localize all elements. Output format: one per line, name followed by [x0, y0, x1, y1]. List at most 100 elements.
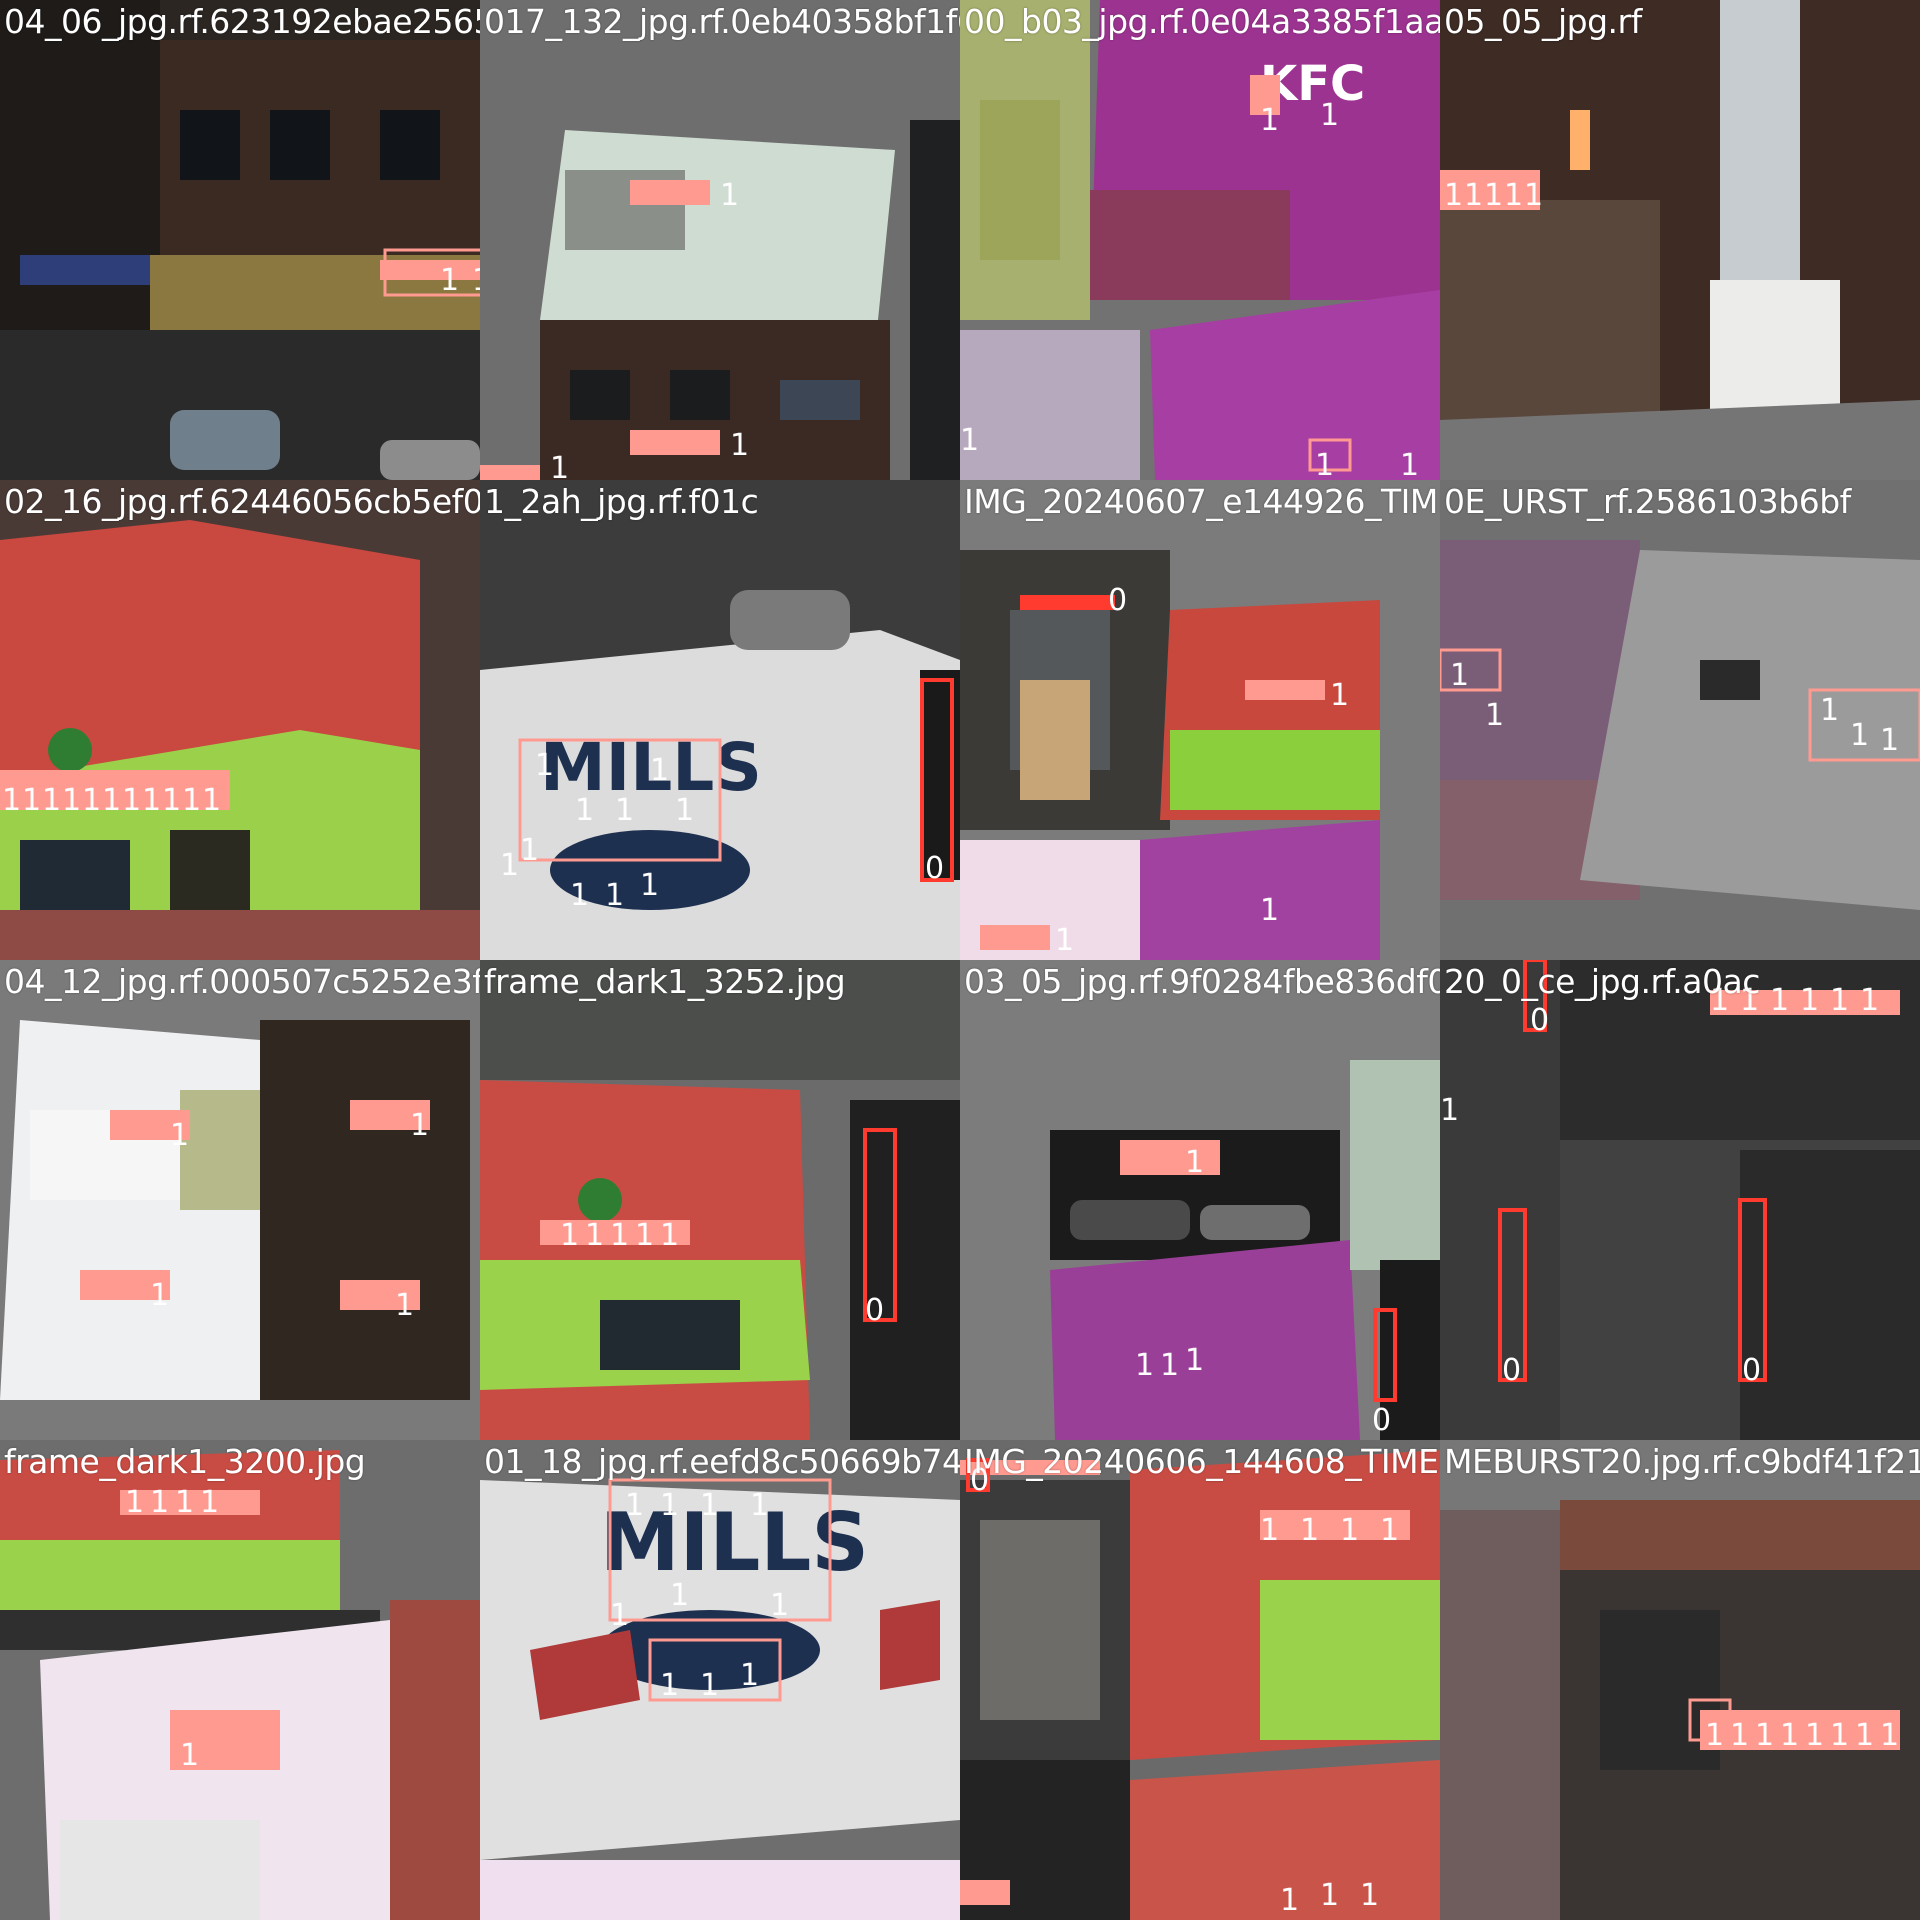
- detection-label: 1: [1260, 893, 1279, 928]
- detection-label: 1: [395, 1288, 414, 1323]
- tile-photo: 0 1 1 1: [960, 480, 1440, 960]
- detection-label: 1: [1880, 723, 1899, 758]
- tile-title: 017_132_jpg.rf.0eb40358bf1f6b2eca0c869d5: [484, 2, 960, 41]
- detection-label: 1: [1850, 718, 1869, 753]
- detection-label: 1: [1880, 1718, 1899, 1753]
- tile-photo: 1 1: [0, 0, 480, 480]
- detection-label: 1: [1400, 448, 1419, 480]
- detection-label: 1: [1710, 983, 1729, 1018]
- detection-label: 1: [1770, 983, 1789, 1018]
- detection-label: 1: [182, 783, 201, 818]
- tile-photo: 1 1 1 1 1 1 1 1 1 1 1: [0, 480, 480, 960]
- detection-label: 1: [570, 878, 589, 913]
- mosaic-tile: 1 1 1 1 1 05_05_jpg.rf: [1440, 0, 1920, 480]
- tile-title: 04_06_jpg.rf.623192ebae25657e34797f6902a…: [4, 2, 480, 41]
- mosaic-tile: 1 1 1 017_132_jpg.rf.0eb40358bf1f6b2eca0…: [480, 0, 960, 480]
- tile-title: IMG_20240606_144608_TIMEBURST20.jpg: [964, 1442, 1440, 1481]
- mosaic-tile: 0 1 1 1 1 1 frame_dark1_3252.jpg: [480, 960, 960, 1440]
- detection-label: 0: [1372, 1403, 1391, 1438]
- tile-photo: MILLS 1 1 1 1 1 1 1 1 1 1: [480, 1440, 960, 1920]
- detection-label: 1: [1300, 1513, 1319, 1548]
- tile-photo: 0 1 1 1 1 1 1 1: [960, 1440, 1440, 1920]
- detection-label: 1: [42, 783, 61, 818]
- tile-title: 20_0_ce_jpg.rf.a0ac: [1444, 962, 1760, 1001]
- detection-label: 1: [535, 748, 554, 783]
- detection-label: 1: [605, 878, 624, 913]
- detection-label: 1: [575, 793, 594, 828]
- detection-label: 1: [1320, 1878, 1339, 1913]
- detection-label: 1: [730, 428, 749, 463]
- detection-label: 1: [1705, 1718, 1724, 1753]
- detection-label: 1: [740, 1658, 759, 1693]
- detection-label: 1: [1820, 693, 1839, 728]
- detection-label: 1: [750, 1488, 769, 1523]
- detection-label: 1: [1780, 1718, 1799, 1753]
- detection-label: 1: [700, 1488, 719, 1523]
- mosaic-tile: MILLS 1 1 1 1 1 1 1 1 1 1 01_18_jpg.rf.e…: [480, 1440, 960, 1920]
- detection-label: 1: [1730, 1718, 1749, 1753]
- mosaic-tile: 1 1 1 1 1 1 1 1 1 1 1 02_16_jpg.rf.62446…: [0, 480, 480, 960]
- detection-label: 0: [1108, 583, 1127, 618]
- detection-label: 1: [1485, 698, 1504, 733]
- detection-label: 1: [22, 783, 41, 818]
- tile-title: 0E_URST_rf.2586103b6bf: [1444, 482, 1851, 521]
- detection-label: 1: [472, 263, 480, 298]
- detection-label: 1: [650, 753, 669, 788]
- detection-label: 1: [1380, 1513, 1399, 1548]
- mosaic-tile: 1 1 1 1 0 03_05_jpg.rf.9f0284fbe836df01_…: [960, 960, 1440, 1440]
- mosaic-tile: 0 1 1 1 IMG_20240607_e144926_TIMEBURST4.…: [960, 480, 1440, 960]
- tile-title: frame_dark1_3200.jpg: [4, 1442, 366, 1481]
- mosaic-tile: 1 1 1 1 1 1 1 1 MEBURST20.jpg.rf.c9bdf41…: [1440, 1440, 1920, 1920]
- tile-title: 1_2ah_jpg.rf.f01c: [484, 482, 759, 521]
- detection-label: 1: [1800, 983, 1819, 1018]
- detection-label: 1: [640, 868, 659, 903]
- detection-label: 1: [200, 1485, 219, 1520]
- detection-label: 1: [175, 1485, 194, 1520]
- tile-title: frame_dark1_3252.jpg: [484, 962, 846, 1001]
- detection-label: 1: [720, 178, 739, 213]
- tile-title: 00_b03_jpg.rf.0e04a3385f1aad4ee66fef88: [964, 2, 1440, 41]
- detection-label: 1: [1830, 983, 1849, 1018]
- mosaic-tile: 0 1 1 1 1 1 1 1 IMG_20240606_144608_TIME…: [960, 1440, 1440, 1920]
- detection-label: 1: [1135, 1348, 1154, 1383]
- detection-label: 1: [675, 793, 694, 828]
- detection-label: 0: [1502, 1353, 1521, 1388]
- detection-label: 1: [660, 1488, 679, 1523]
- detection-label: 1: [440, 263, 459, 298]
- detection-label: 1: [1740, 983, 1759, 1018]
- tile-photo: 1 1 1 1 1: [1440, 480, 1920, 960]
- detection-label: 0: [1530, 1003, 1549, 1038]
- detection-label: 1: [610, 1218, 629, 1253]
- detection-label: 1: [520, 833, 539, 868]
- detection-label: 1: [410, 1108, 429, 1143]
- detection-label: 1: [960, 423, 979, 458]
- store-sign: MILLS: [600, 1496, 869, 1589]
- detection-label: 1: [1860, 983, 1879, 1018]
- detection-label: 1: [180, 1738, 199, 1773]
- tile-photo: 1 1 1 1 0: [960, 960, 1440, 1440]
- detection-label: 1: [1280, 1883, 1299, 1918]
- detection-label: 1: [500, 848, 519, 883]
- detection-label: 1: [142, 783, 161, 818]
- detection-label: 1: [1340, 1513, 1359, 1548]
- detection-label: 1: [700, 1668, 719, 1703]
- detection-label: 1: [625, 1488, 644, 1523]
- tile-photo: 1 1 1 1 1 1 1 1: [1440, 1440, 1920, 1920]
- detection-label: 1: [635, 1218, 654, 1253]
- detection-label: 0: [1742, 1353, 1761, 1388]
- detection-label: 1: [1855, 1718, 1874, 1753]
- detection-label: 1: [1320, 98, 1339, 133]
- tile-title: 04_12_jpg.rf.000507c5252e3fe0e336f8552fd: [4, 962, 480, 1001]
- detection-label: 1: [1504, 178, 1523, 213]
- detection-label: 1: [150, 1485, 169, 1520]
- tile-title: 02_16_jpg.rf.62446056cb5ef0a712a9fc3629f…: [4, 482, 480, 521]
- tile-photo: 0 1 1 1 1 1: [480, 960, 960, 1440]
- detection-label: 1: [660, 1218, 679, 1253]
- tile-photo: 1 1 1: [480, 0, 960, 480]
- mosaic-tile: 1 1 1 1 1 0E_URST_rf.2586103b6bf: [1440, 480, 1920, 960]
- detection-label: 1: [550, 451, 569, 480]
- detection-label: 1: [62, 783, 81, 818]
- detection-label: 1: [170, 1118, 189, 1153]
- mosaic-tile: KFC 1 1 1 1 1 00_b03_jpg.rf.0e04a3385f1a…: [960, 0, 1440, 480]
